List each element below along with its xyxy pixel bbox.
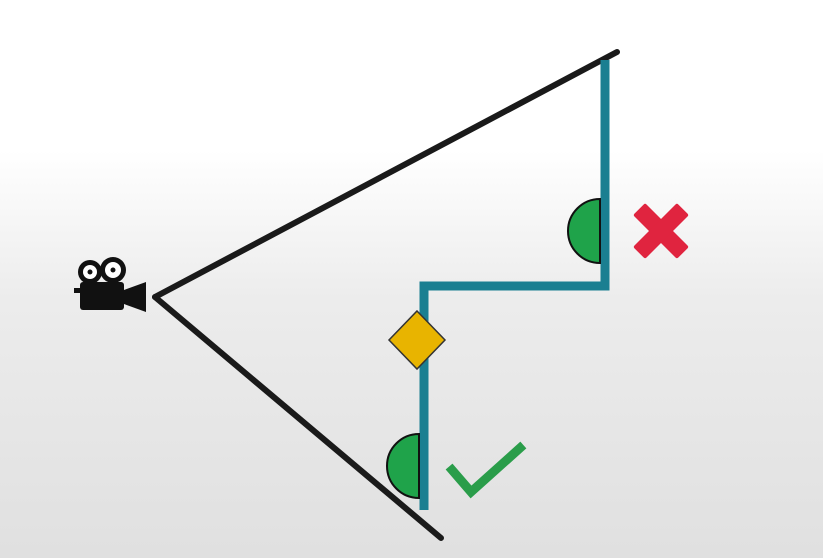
cross-mark-icon [633, 203, 689, 259]
guard-lower [386, 432, 420, 500]
view-cone-lower-line [152, 294, 444, 541]
view-cone-upper-line [152, 49, 620, 300]
guard-upper [567, 197, 601, 265]
check-mark-icon [445, 441, 527, 499]
movie-camera-icon [74, 257, 146, 312]
yellow-diamond-object [387, 309, 447, 371]
wall-path [419, 60, 610, 510]
